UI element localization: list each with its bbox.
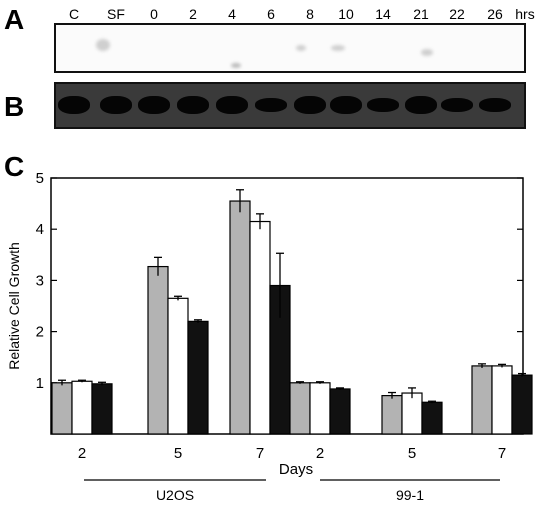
blot-b-band [330,96,362,114]
blot-b-band [255,98,287,112]
x-tick-label: 2 [78,445,86,462]
blot-a-band-sf [96,39,110,51]
bar [289,382,311,435]
group-labels: U2OS 99-1 [84,479,500,503]
lane-label: 21 [413,6,429,22]
x-tick-label: 5 [408,445,416,462]
blot-b-band [100,96,132,114]
lane-unit-label: hrs [515,6,535,22]
y-tick-label: 2 [36,324,44,341]
bar [187,320,209,435]
bar [329,388,351,435]
blot-b-band [138,96,170,114]
blot-b-band [177,96,209,114]
y-axis-label: Relative Cell Growth [6,242,22,370]
bar [309,382,331,435]
bar [229,200,251,435]
bar [491,365,513,435]
lane-label: 22 [449,6,465,22]
lane-label: SF [107,6,125,22]
blot-a-band-21 [421,49,433,56]
western-blot-a [54,23,526,73]
blot-b-band [405,96,437,114]
y-tick-label: 1 [36,375,44,392]
panel-c-label: C [4,151,25,182]
bar [511,374,533,435]
lane-label: 26 [487,6,503,22]
x-tick-label: 2 [316,445,324,462]
lane-label: 14 [375,6,391,22]
x-axis-labels: 2 5 7 2 5 7 [78,445,506,462]
blot-b-band [367,98,399,112]
x-axis-label: Days [279,461,313,478]
x-tick-label: 7 [256,445,264,462]
bar [51,382,73,435]
bar [421,401,443,435]
western-blot-b [54,82,526,129]
blot-b-band [479,98,511,112]
bar [167,297,189,435]
lane-label: 8 [306,6,314,22]
y-tick-label: 5 [36,170,44,187]
x-tick-label: 7 [498,445,506,462]
panel-b-label: B [4,91,25,122]
blot-b-band [294,96,326,114]
blot-b-band [58,96,90,114]
lane-label: C [68,6,80,22]
lane-label: 10 [338,6,354,22]
y-tick-label: 3 [36,272,44,289]
y-axis: 1 2 3 4 5 [36,170,523,392]
y-tick-label: 4 [36,221,44,238]
lane-label: 0 [150,6,158,22]
blot-b-band [441,98,473,112]
lane-label: 2 [189,6,197,22]
bar [91,383,113,435]
blot-a-band-4 [231,63,241,68]
bar [249,220,271,435]
panel-a-label: A [4,4,25,35]
blot-a-band-10 [331,45,345,51]
group-label: U2OS [156,487,194,503]
lane-label: 4 [228,6,236,22]
bar [401,392,423,435]
x-tick-label: 5 [174,445,182,462]
lane-label: 6 [267,6,275,22]
group-label: 99-1 [396,487,424,503]
bar [381,395,403,435]
blot-b-band [216,96,248,114]
bar [471,365,493,435]
bar [147,265,169,435]
bar [71,380,93,435]
blot-a-band-8 [296,45,306,51]
bar-marks [51,189,533,435]
